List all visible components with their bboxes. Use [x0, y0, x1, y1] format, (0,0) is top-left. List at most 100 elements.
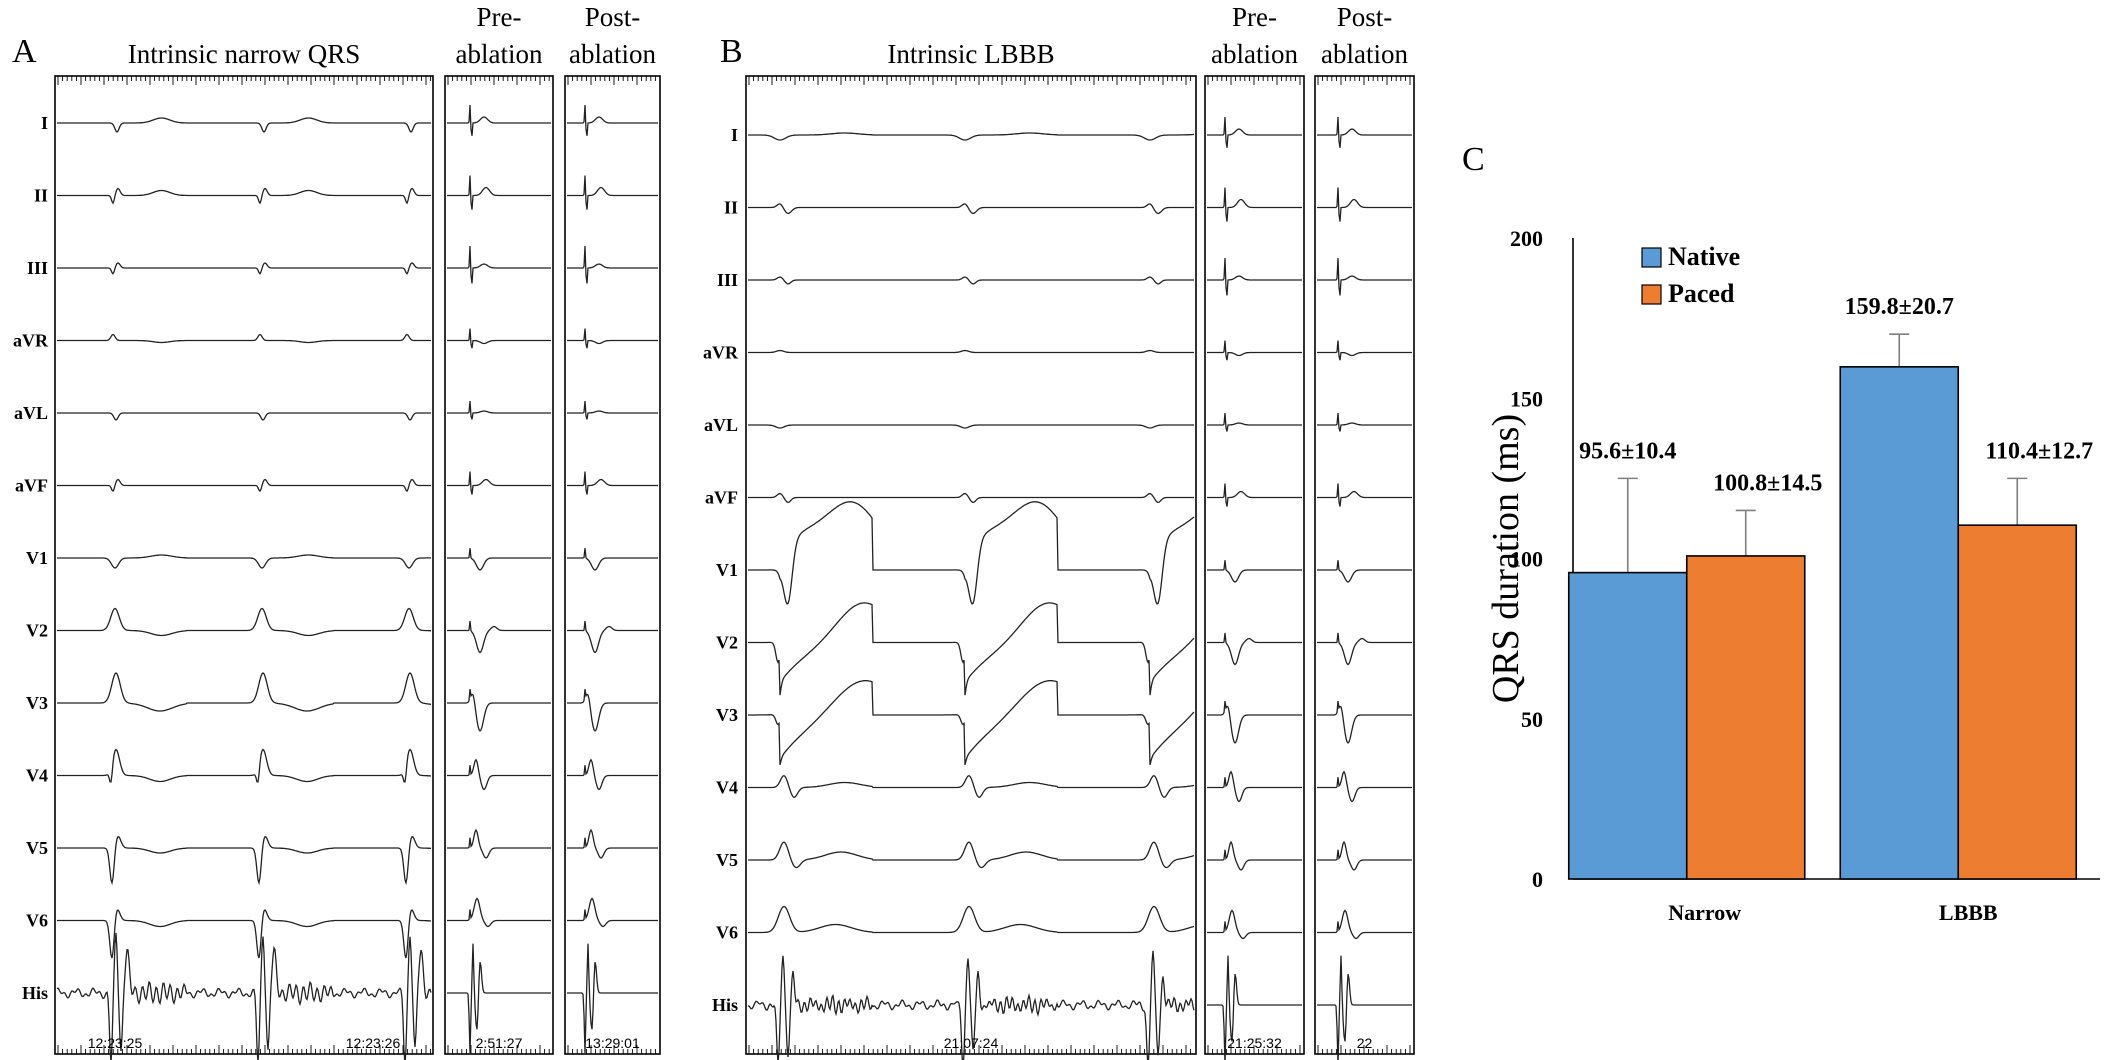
trace-avf — [567, 471, 658, 495]
y-tick-label: 100 — [1510, 547, 1543, 572]
trace-v6 — [1207, 909, 1302, 940]
trace-v3 — [1317, 701, 1412, 744]
panel-letter-b: B — [720, 33, 743, 70]
legend-swatch-paced — [1641, 284, 1662, 305]
trace-avr — [447, 328, 551, 349]
legend-label-native: Native — [1668, 242, 1740, 271]
lead-label-v5: V5 — [26, 838, 48, 858]
strip-title: ablation — [1321, 39, 1408, 69]
strip-title: Intrinsic narrow QRS — [128, 39, 360, 69]
trace-v6 — [1317, 909, 1412, 940]
trace-avf — [1207, 483, 1302, 507]
trace-v6 — [748, 905, 1195, 934]
strip-frame — [1204, 75, 1305, 1055]
lead-label-i: I — [41, 113, 48, 133]
lead-label-his: His — [22, 983, 48, 1003]
trace-i — [1207, 116, 1302, 148]
trace-v5 — [1317, 840, 1412, 871]
trace-avl — [57, 412, 431, 421]
trace-iii — [1207, 257, 1302, 296]
trace-v2 — [57, 607, 432, 637]
trace-v6 — [567, 897, 658, 928]
data-label: 100.8±14.5 — [1713, 470, 1822, 496]
data-label: 95.6±10.4 — [1579, 438, 1676, 464]
trace-his — [567, 943, 658, 1054]
lead-label-avf: aVF — [705, 488, 738, 508]
lead-label-v2: V2 — [716, 633, 738, 653]
trace-avl — [748, 424, 1194, 429]
trace-v3 — [57, 672, 432, 712]
lead-label-iii: III — [717, 270, 738, 290]
trace-avr — [1317, 340, 1412, 361]
trace-ii — [57, 187, 432, 205]
trace-avf — [1317, 483, 1412, 507]
trace-v4 — [1207, 770, 1302, 803]
strip-frame — [444, 75, 554, 1055]
trace-his — [1207, 955, 1302, 1060]
trace-iii — [57, 262, 431, 275]
trace-v5 — [567, 828, 658, 859]
lead-label-avr: aVR — [13, 331, 49, 351]
trace-ii — [1317, 187, 1412, 222]
timestamp: 22 — [1357, 1035, 1373, 1051]
panel-a: A Intrinsic narrow QRS Pre-ablation Post-ab… — [12, 2, 661, 1060]
trace-v6 — [57, 909, 432, 959]
trace-v1 — [57, 554, 432, 569]
trace-iii — [1317, 257, 1412, 296]
trace-v3 — [567, 689, 658, 732]
ecg-strip: 12:23:25 12:23:26 — [54, 75, 434, 1060]
timestamp: 2:51:27 — [476, 1035, 523, 1051]
bar-native — [1839, 366, 1960, 880]
trace-i — [567, 104, 658, 136]
strip-frame — [54, 75, 434, 1055]
lead-label-v6: V6 — [716, 923, 738, 943]
trace-v6 — [447, 897, 551, 928]
strip-title: ablation — [1211, 39, 1298, 69]
ecg-strip: 21:25:32 — [1204, 75, 1305, 1060]
strip-title: Post- — [585, 2, 641, 32]
trace-avl — [567, 400, 658, 420]
lead-label-v5: V5 — [716, 850, 738, 870]
trace-avl — [1317, 412, 1412, 432]
trace-v1 — [748, 501, 1195, 605]
trace-v1 — [447, 548, 551, 571]
strip-title: Pre- — [477, 2, 522, 32]
trace-iii — [447, 245, 551, 284]
trace-v3 — [447, 689, 551, 732]
trace-i — [1317, 116, 1412, 148]
trace-avr — [748, 349, 1194, 354]
panel-c-bar-chart: C 0 50 100 150 200 QRS duration (ms) Narrow 95.6… — [1462, 141, 2100, 925]
lead-label-v6: V6 — [26, 911, 48, 931]
timestamp: 21:07:24 — [944, 1035, 999, 1051]
lead-label-v3: V3 — [716, 705, 738, 725]
trace-v4 — [1317, 770, 1412, 803]
trace-v4 — [447, 758, 551, 791]
lead-label-v2: V2 — [26, 621, 48, 641]
trace-avr — [57, 333, 431, 344]
trace-avr — [567, 328, 658, 349]
timestamp: 21:25:32 — [1227, 1035, 1282, 1051]
lead-label-avl: aVL — [14, 403, 48, 423]
trace-avf — [447, 471, 551, 495]
trace-v5 — [748, 841, 1195, 869]
lead-label-v3: V3 — [26, 693, 48, 713]
trace-avl — [1207, 412, 1302, 432]
strip-title: Post- — [1337, 2, 1393, 32]
strip-title: ablation — [569, 39, 656, 69]
trace-v5 — [447, 828, 551, 859]
lead-label-avf: aVF — [15, 476, 48, 496]
trace-ii — [567, 175, 658, 210]
trace-avf — [748, 492, 1194, 504]
panel-b: B Intrinsic LBBB Pre-ablation Post-ablation… — [703, 2, 1415, 1060]
trace-v2 — [567, 620, 658, 654]
lead-label-his: His — [712, 995, 738, 1015]
trace-v2 — [447, 620, 551, 654]
trace-iii — [567, 245, 658, 284]
trace-v4 — [567, 758, 658, 791]
strip-frame — [1314, 75, 1415, 1055]
trace-v1 — [1207, 560, 1302, 583]
bar-paced — [1685, 555, 1806, 880]
strip-frame — [564, 75, 661, 1055]
panel-letter-c: C — [1462, 141, 1485, 178]
